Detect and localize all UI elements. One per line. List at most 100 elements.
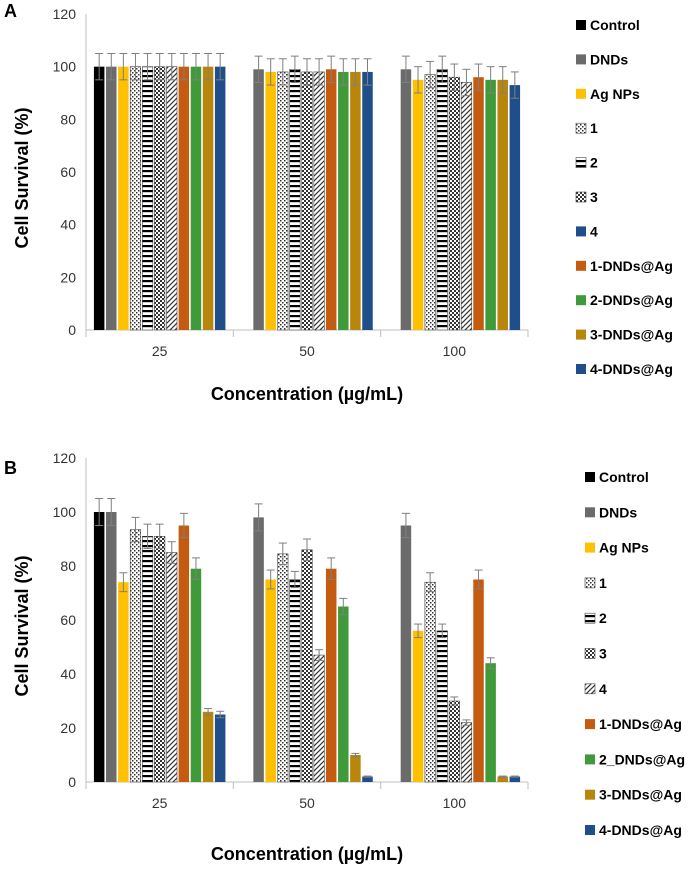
y-tick-label: 100 xyxy=(53,59,77,75)
bar-2-100 xyxy=(436,630,448,783)
legend-label: 1-DNDs@Ag xyxy=(590,258,673,274)
bar-3-dnds-ag-100 xyxy=(497,79,508,330)
legend-label: 3-DNDs@Ag xyxy=(590,327,673,343)
bar-ag-nps-100 xyxy=(412,630,424,782)
error-bar-dnds-50 xyxy=(254,55,263,83)
bar-2-dnds-ag-50 xyxy=(338,606,349,782)
error-bar-4-100 xyxy=(462,719,471,726)
error-bar-dnds-50 xyxy=(254,503,263,532)
legend-swatch xyxy=(584,683,596,695)
x-tick-label: 50 xyxy=(299,795,315,811)
error-bar-2-25 xyxy=(143,523,152,549)
legend-item-ag-nps: Ag NPs xyxy=(576,86,640,102)
error-bar-3-25 xyxy=(155,523,164,549)
legend-swatch xyxy=(584,648,596,659)
bar-2-dnds-ag-100 xyxy=(485,79,496,330)
bar-3-dnds-ag-50 xyxy=(350,71,361,330)
error-bar-2-dnds-ag-100 xyxy=(486,66,495,94)
legend-label: 2_DNDs@Ag xyxy=(599,751,685,767)
legend-label: 2-DNDs@Ag xyxy=(590,292,673,308)
bar-ag-nps-100 xyxy=(412,79,424,330)
error-bar-dnds-100 xyxy=(401,55,410,83)
bar-dnds-100 xyxy=(400,69,412,331)
bar-1-100 xyxy=(424,74,436,331)
legend-label: 4 xyxy=(590,223,598,239)
bar-4-dnds-ag-25 xyxy=(214,66,226,331)
error-bar-3-dnds-ag-25 xyxy=(204,708,213,716)
legend-label: 1 xyxy=(599,575,607,591)
legend-label: DNDs xyxy=(590,51,628,67)
bar-3-50 xyxy=(301,71,313,331)
error-bar-4-25 xyxy=(167,541,176,564)
bar-4-50 xyxy=(313,654,325,783)
error-bar-1-25 xyxy=(131,516,140,543)
legend-label: DNDs xyxy=(599,504,637,520)
legend-item-2: 2 xyxy=(575,155,598,171)
bar-4-dnds-ag-25 xyxy=(214,714,226,782)
y-tick-label: 120 xyxy=(53,6,77,22)
error-bar-ag-nps-50 xyxy=(266,569,275,590)
legend-item-4-dnds-ag: 4-DNDs@Ag xyxy=(576,361,673,377)
error-bar-3-dnds-ag-50 xyxy=(351,752,360,758)
error-bar-3-25 xyxy=(155,53,164,81)
error-bar-1-50 xyxy=(278,58,287,86)
legend-swatch xyxy=(576,226,586,237)
legend-label: 4-DNDs@Ag xyxy=(599,822,682,838)
error-bar-3-100 xyxy=(450,63,459,91)
x-axis-title: Concentration (µg/mL) xyxy=(211,384,403,404)
y-tick-label: 60 xyxy=(60,612,76,628)
x-tick-label: 100 xyxy=(443,343,467,359)
bar-1-25 xyxy=(129,66,142,331)
legend-swatch xyxy=(576,364,586,374)
error-bar-dnds-25 xyxy=(107,498,116,526)
legend-swatch xyxy=(575,157,587,168)
legend-swatch xyxy=(585,825,595,835)
error-bar-1-dnds-ag-25 xyxy=(179,512,188,539)
error-bar-ag-nps-50 xyxy=(266,58,275,86)
legend-item-4-dnds-ag: 4-DNDs@Ag xyxy=(585,822,682,838)
error-bar-3-dnds-ag-50 xyxy=(351,58,360,86)
bar-4-dnds-ag-100 xyxy=(509,776,521,782)
x-tick-label: 100 xyxy=(443,795,467,811)
error-bar-dnds-100 xyxy=(401,512,410,539)
y-tick-label: 60 xyxy=(60,164,76,180)
error-bar-2-50 xyxy=(290,55,299,83)
error-bar-4-dnds-ag-100 xyxy=(510,775,519,778)
chart-panel-a: A 0 20 40 60 80 100 120 25 50 100 Cell Survival (%)… xyxy=(4,1,673,404)
legend-label: 1-DNDs@Ag xyxy=(599,716,682,732)
bar-3-dnds-ag-25 xyxy=(202,711,214,782)
error-bar-ag-nps-100 xyxy=(414,66,423,94)
legend-swatch xyxy=(575,191,587,203)
error-bar-3-100 xyxy=(450,696,459,706)
bar-3-100 xyxy=(448,700,460,783)
legend-swatch xyxy=(585,507,595,518)
bar-3-25 xyxy=(154,535,166,783)
bar-ag-nps-25 xyxy=(118,66,129,331)
error-bar-2-dnds-ag-25 xyxy=(191,53,200,81)
legend-item-3: 3 xyxy=(584,646,607,662)
error-bar-1-dnds-ag-50 xyxy=(327,557,336,580)
legend-label: Ag NPs xyxy=(599,540,649,556)
bar-dnds-100 xyxy=(400,525,412,782)
error-bar-2-100 xyxy=(438,623,447,639)
error-bar-4-25 xyxy=(167,53,176,81)
bar-1-dnds-ag-50 xyxy=(325,568,337,782)
y-tick-label: 20 xyxy=(60,269,76,285)
bar-3-50 xyxy=(301,549,313,783)
bar-2-dnds-ag-25 xyxy=(190,568,202,782)
legend-label: 2 xyxy=(590,155,598,171)
error-bar-4-dnds-ag-50 xyxy=(363,58,372,86)
legend-swatch xyxy=(584,612,596,624)
legend-item-ag-nps: Ag NPs xyxy=(585,540,649,556)
legend-item-2-dnds-ag: 2_DNDs@Ag xyxy=(585,751,685,767)
y-tick-label: 0 xyxy=(68,774,76,790)
error-bar-dnds-25 xyxy=(107,53,116,81)
error-bar-3-50 xyxy=(303,538,311,562)
bar-3-dnds-ag-100 xyxy=(497,776,508,782)
legend-swatch xyxy=(576,88,586,99)
bar-4-25 xyxy=(166,552,178,783)
error-bar-3-dnds-ag-100 xyxy=(498,775,507,778)
legend-item-3: 3 xyxy=(575,189,598,205)
error-bar-ag-nps-25 xyxy=(119,53,128,81)
panel-letter: A xyxy=(4,1,17,21)
